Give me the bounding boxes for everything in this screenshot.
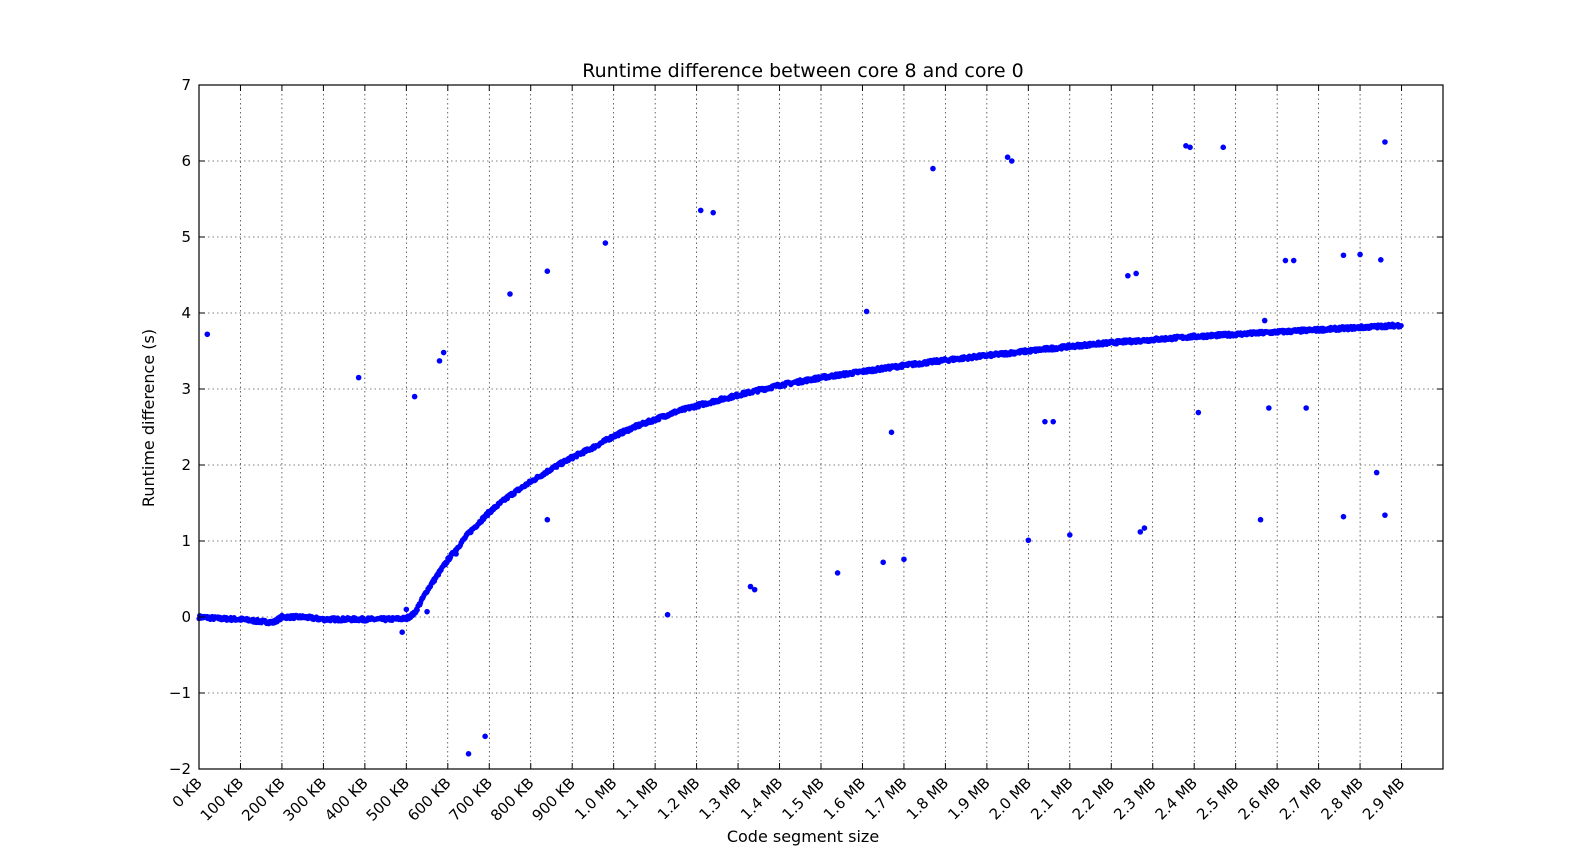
outlier-point [1382, 512, 1388, 518]
outlier-point [1282, 257, 1289, 264]
outlier-point [465, 751, 472, 757]
outlier-point [664, 611, 671, 618]
outlier-point [1373, 469, 1380, 476]
chart-title: Runtime difference between core 8 and co… [582, 60, 1023, 82]
outlier-point [880, 559, 886, 566]
outlier-point [602, 240, 609, 246]
outlier-point [901, 556, 907, 563]
y-tick-label: 5 [181, 228, 191, 246]
axis-ticks [198, 84, 1443, 770]
y-tick-label: −1 [169, 684, 191, 702]
outlier-point [1008, 158, 1015, 164]
outlier-point [1290, 257, 1297, 264]
outlier-point [204, 331, 211, 338]
outlier-point [1257, 516, 1264, 523]
y-axis-label: Runtime difference (s) [139, 329, 158, 507]
y-tick-label: 4 [181, 304, 191, 322]
outlier-point [544, 268, 551, 275]
y-tick-label: 6 [181, 152, 191, 170]
outlier-point [1125, 272, 1131, 279]
trend-point [414, 607, 420, 613]
outlier-point [1261, 317, 1268, 324]
outlier-point [1004, 154, 1011, 160]
outlier-point [411, 393, 418, 400]
outlier-point [697, 207, 704, 214]
outlier-point [751, 586, 758, 593]
outlier-point [1067, 532, 1073, 538]
outlier-point [1195, 409, 1202, 416]
outlier-point [863, 308, 870, 315]
data-points [196, 139, 1404, 757]
y-tick-label: 2 [181, 456, 191, 474]
outlier-point [436, 358, 443, 364]
outlier-point [1378, 257, 1384, 263]
outlier-point [747, 583, 754, 590]
outlier-point [1042, 418, 1048, 425]
outlier-point [544, 516, 551, 523]
grid [198, 84, 1443, 770]
outlier-point [1220, 144, 1227, 151]
outlier-point [440, 349, 447, 356]
y-tick-label: 7 [181, 76, 191, 94]
outlier-point [1050, 418, 1057, 425]
y-tick-label: 0 [181, 608, 191, 626]
outlier-point [482, 733, 488, 740]
outlier-point [1137, 529, 1144, 535]
outlier-point [399, 629, 405, 635]
outlier-point [1303, 405, 1309, 411]
y-tick-label: 1 [181, 532, 191, 550]
outlier-point [710, 209, 716, 216]
x-axis-label: Code segment size [727, 827, 879, 846]
outlier-point [453, 551, 459, 557]
outlier-point [1141, 525, 1148, 531]
outlier-point [1133, 270, 1139, 277]
trend-point [1398, 323, 1404, 329]
outlier-point [1357, 251, 1363, 258]
outlier-point [930, 165, 936, 172]
outlier-point [1340, 252, 1347, 259]
outlier-point [355, 374, 362, 381]
outlier-point [834, 570, 841, 576]
outlier-point [403, 606, 410, 613]
y-axis-tick-labels: −2 −1 0 1 2 3 4 5 6 7 [169, 76, 191, 778]
outlier-point [1025, 537, 1032, 544]
outlier-point [507, 291, 513, 297]
y-tick-label: 3 [181, 380, 191, 398]
outlier-point [1187, 144, 1193, 151]
y-tick-label: −2 [169, 760, 191, 778]
outlier-point [424, 608, 430, 615]
outlier-point [1382, 139, 1388, 145]
outlier-point [888, 429, 895, 436]
outlier-point [1266, 405, 1272, 411]
outlier-point [1340, 513, 1347, 520]
